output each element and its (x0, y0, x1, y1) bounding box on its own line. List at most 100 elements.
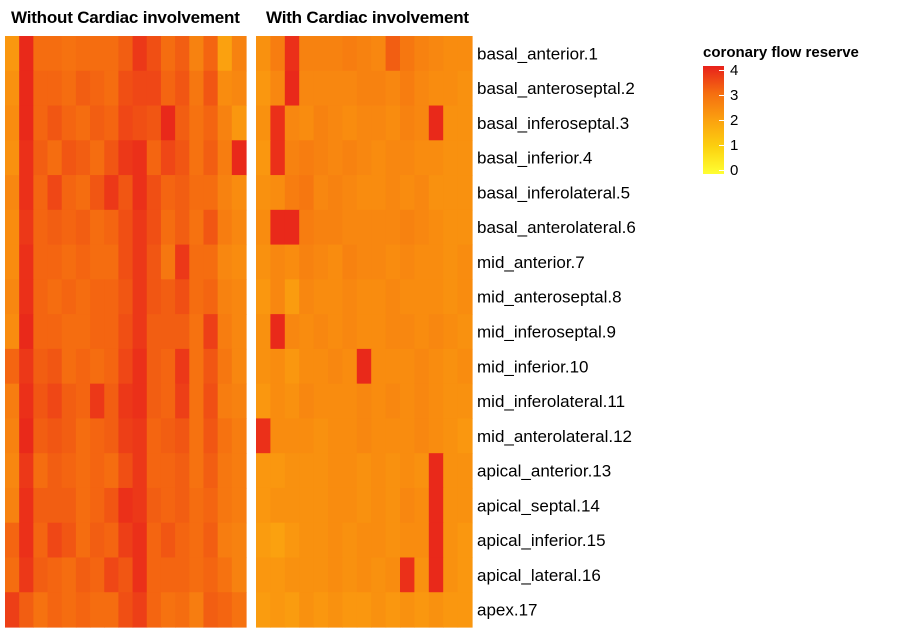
heat-cell-without (217, 418, 233, 454)
heat-cell-with (443, 522, 459, 559)
heat-cell-with (414, 453, 430, 489)
heat-cell-without (104, 279, 120, 315)
heat-cell-with (256, 314, 271, 350)
heat-cell-without (217, 70, 233, 107)
row-label: mid_anterolateral.12 (477, 427, 632, 446)
heat-cell-with (356, 314, 372, 350)
heat-cell-without (47, 70, 63, 107)
heat-cell-without (118, 348, 134, 385)
heat-cell-with (428, 487, 444, 524)
heat-cell-with (356, 383, 372, 420)
heat-cell-with (457, 522, 473, 559)
heat-cell-without (146, 487, 162, 524)
heat-cell-with (400, 140, 415, 176)
heat-cell-without (160, 592, 176, 628)
heat-cell-without (132, 314, 148, 350)
heatmap-panel-with-cardiac (256, 36, 473, 628)
heat-cell-with (356, 453, 372, 489)
heat-cell-with (457, 314, 473, 350)
heat-cell-without (132, 348, 148, 385)
heat-cell-with (356, 140, 372, 176)
heat-cell-with (400, 105, 415, 141)
heat-cell-without (5, 348, 20, 385)
heat-cell-with (313, 592, 329, 628)
heat-cell-without (19, 383, 34, 420)
heat-cell-with (342, 418, 358, 454)
heat-cell-without (33, 279, 49, 315)
heat-cell-without (5, 522, 20, 559)
heat-cell-with (284, 557, 300, 593)
heat-cell-without (189, 592, 205, 628)
heat-cell-without (217, 314, 233, 350)
heat-cell-without (175, 418, 190, 454)
heat-cell-without (160, 487, 176, 524)
heat-cell-without (118, 175, 134, 211)
heat-cell-with (400, 522, 415, 559)
heat-cell-with (414, 348, 430, 385)
heat-cell-without (104, 418, 120, 454)
heat-cell-with (414, 522, 430, 559)
heat-cell-with (414, 244, 430, 280)
heat-cell-without (104, 592, 120, 628)
heat-cell-without (132, 453, 148, 489)
heat-cell-without (160, 453, 176, 489)
heat-cell-with (414, 279, 430, 315)
heat-cell-with (270, 279, 286, 315)
heat-cell-with (414, 383, 430, 420)
heat-cell-with (284, 279, 300, 315)
heat-cell-without (5, 487, 20, 524)
heat-cell-with (270, 175, 286, 211)
heat-cell-without (217, 175, 233, 211)
heat-cell-without (160, 140, 176, 176)
heat-cell-without (33, 36, 49, 72)
heat-cell-with (313, 348, 329, 385)
heat-cell-without (75, 244, 91, 280)
heat-cell-with (371, 453, 387, 489)
heat-cell-without (175, 175, 190, 211)
heat-cell-without (217, 36, 233, 72)
heat-cell-without (90, 36, 105, 72)
heat-cell-without (33, 105, 49, 141)
heat-cell-without (47, 244, 63, 280)
row-label: basal_anterior.1 (477, 44, 598, 63)
heat-cell-with (342, 592, 358, 628)
heat-cell-without (231, 314, 247, 350)
heat-cell-without (19, 209, 34, 246)
heat-cell-without (160, 348, 176, 385)
heat-cell-with (284, 175, 300, 211)
heat-cell-without (146, 557, 162, 593)
heat-cell-without (146, 383, 162, 420)
heat-cell-with (270, 105, 286, 141)
heat-cell-without (231, 244, 247, 280)
heat-cell-with (457, 487, 473, 524)
heat-cell-with (385, 487, 401, 524)
heat-cell-with (428, 348, 444, 385)
heat-cell-with (371, 314, 387, 350)
heat-cell-with (400, 70, 415, 107)
legend-label: 4 (730, 62, 739, 79)
heat-cell-with (299, 592, 315, 628)
heat-cell-without (19, 592, 34, 628)
heat-cell-with (313, 522, 329, 559)
heat-cell-without (160, 209, 176, 246)
heat-cell-with (371, 36, 387, 72)
heat-cell-without (19, 418, 34, 454)
heat-cell-without (75, 418, 91, 454)
heat-cell-without (146, 592, 162, 628)
heat-cell-with (342, 348, 358, 385)
heat-cell-without (104, 244, 120, 280)
right-panel-title: With Cardiac involvement (266, 8, 469, 27)
row-label: basal_anterolateral.6 (477, 218, 636, 237)
heat-cell-without (118, 70, 134, 107)
heat-cell-without (90, 383, 105, 420)
heat-cell-with (400, 453, 415, 489)
heat-cell-with (385, 244, 401, 280)
heat-cell-without (75, 70, 91, 107)
heat-cell-without (175, 557, 190, 593)
heat-cell-without (90, 209, 105, 246)
heat-cell-without (132, 244, 148, 280)
heat-cell-without (104, 36, 120, 72)
heat-cell-with (443, 279, 459, 315)
heat-cell-without (90, 105, 105, 141)
heat-cell-without (90, 418, 105, 454)
